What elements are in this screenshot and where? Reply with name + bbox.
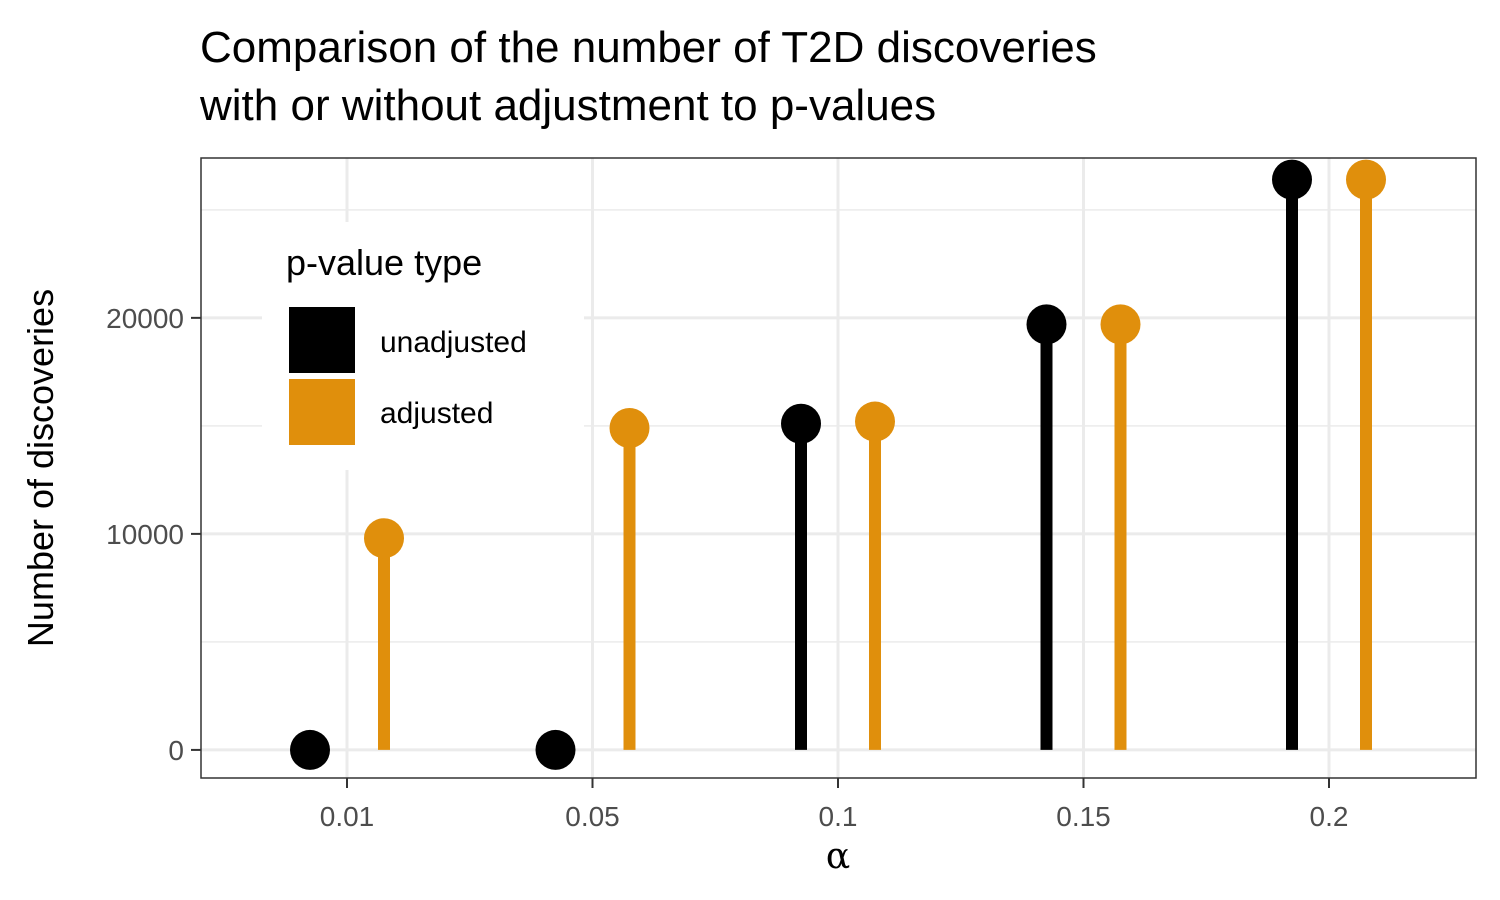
y-tick-label: 10000 xyxy=(106,519,184,550)
point-adjusted xyxy=(1346,159,1386,200)
x-axis-title: α xyxy=(826,836,850,877)
x-axis: 0.01 0.05 0.1 0.15 0.2 xyxy=(320,778,1349,832)
point-adjusted xyxy=(364,518,404,559)
chart-title-line-1: Comparison of the number of T2D discover… xyxy=(200,23,1097,72)
point-unadjusted xyxy=(535,729,576,770)
legend-label-unadjusted: unadjusted xyxy=(380,326,527,359)
x-tick-label: 0.1 xyxy=(819,801,858,832)
point-unadjusted xyxy=(1272,159,1312,200)
point-adjusted xyxy=(855,401,895,442)
point-adjusted xyxy=(609,408,650,449)
chart-title-line-2: with or without adjustment to p-values xyxy=(199,81,936,130)
point-unadjusted xyxy=(290,729,330,770)
legend-key-adjusted xyxy=(289,379,355,445)
point-adjusted xyxy=(1100,304,1141,345)
y-tick-label: 0 xyxy=(168,735,184,766)
y-axis-title: Number of discoveries xyxy=(20,289,61,647)
chart-marks xyxy=(290,159,1386,770)
point-unadjusted xyxy=(1026,304,1067,345)
x-tick-label: 0.2 xyxy=(1310,801,1349,832)
x-tick-label: 0.01 xyxy=(320,801,375,832)
legend-label-adjusted: adjusted xyxy=(380,397,493,430)
y-tick-label: 20000 xyxy=(106,303,184,334)
legend-key-unadjusted xyxy=(289,307,355,373)
point-unadjusted xyxy=(781,403,821,444)
y-axis: 0 10000 20000 xyxy=(106,303,201,766)
grid-major xyxy=(201,158,1476,778)
x-tick-label: 0.15 xyxy=(1056,801,1111,832)
x-tick-label: 0.05 xyxy=(565,801,620,832)
legend: p-value type unadjusted adjusted xyxy=(262,222,584,470)
legend-title: p-value type xyxy=(286,242,482,283)
